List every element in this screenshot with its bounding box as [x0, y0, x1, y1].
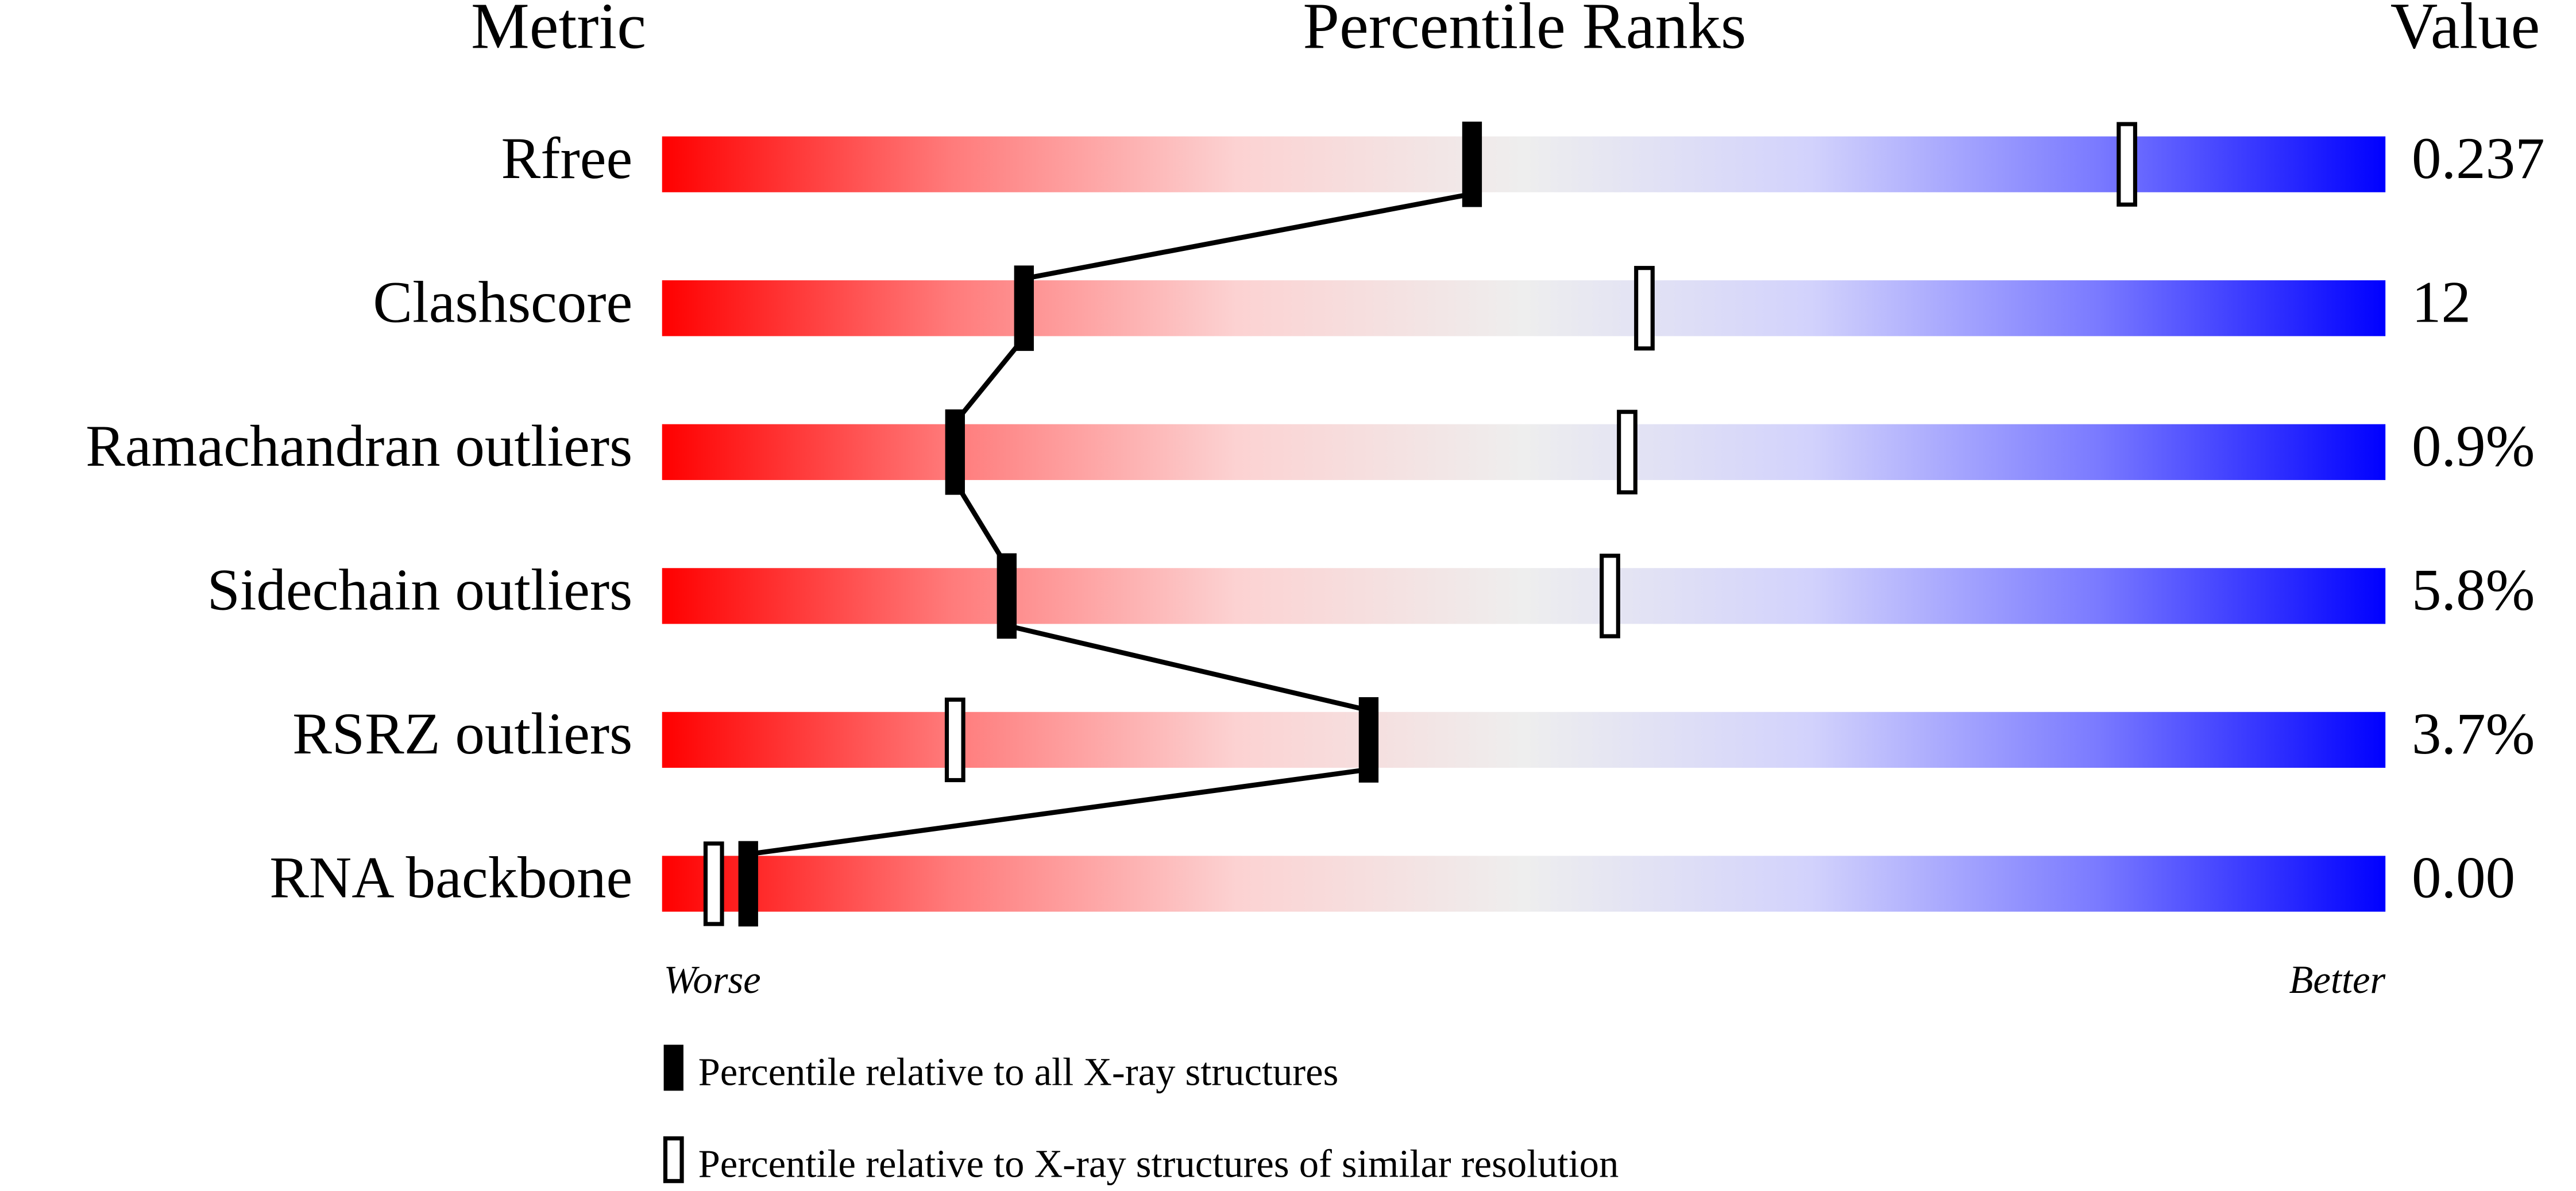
marker-all: [1358, 697, 1379, 783]
metric-value: 12: [2412, 269, 2471, 335]
connector-line: [1006, 623, 1369, 713]
metric-value: 0.9%: [2412, 413, 2535, 479]
connector-line: [953, 480, 1009, 568]
metric-label: RNA backbone: [269, 845, 632, 911]
connector-line: [953, 336, 1026, 424]
metric-value: 3.7%: [2412, 701, 2535, 767]
legend-swatch-all: [663, 1045, 683, 1091]
header-value: Value: [2390, 0, 2540, 63]
marker-all: [1462, 121, 1482, 207]
percentile-bar: [662, 711, 2386, 768]
metric-label: Rfree: [501, 126, 633, 191]
legend-label: Percentile relative to all X-ray structu…: [698, 1050, 1339, 1093]
percentile-bar: [662, 856, 2386, 912]
metric-value: 0.00: [2412, 845, 2515, 911]
percentile-bar: [662, 280, 2386, 337]
percentile-bar: [662, 568, 2386, 624]
header-metric: Metric: [471, 0, 646, 63]
marker-similar: [1600, 554, 1620, 639]
marker-similar: [703, 841, 724, 926]
metric-label: Clashscore: [373, 269, 632, 335]
legend-label: Percentile relative to X-ray structures …: [698, 1142, 1619, 1186]
marker-all: [1014, 265, 1034, 351]
marker-similar: [944, 697, 965, 783]
marker-similar: [1617, 409, 1637, 494]
marker-similar: [2117, 122, 2138, 207]
legend-swatch-similar: [663, 1136, 684, 1184]
metric-label: RSRZ outliers: [292, 701, 632, 767]
marker-similar: [1634, 266, 1655, 351]
axis-label-better: Better: [2289, 958, 2386, 1001]
connector-line: [1024, 191, 1473, 281]
axis-label-worse: Worse: [664, 958, 761, 1001]
marker-all: [997, 553, 1017, 639]
connector-line: [748, 767, 1369, 857]
metric-label: Sidechain outliers: [207, 557, 633, 622]
metric-value: 5.8%: [2412, 557, 2535, 622]
metric-label: Ramachandran outliers: [86, 413, 632, 479]
marker-all: [738, 841, 758, 927]
marker-all: [945, 409, 965, 495]
percentile-bar: [662, 424, 2386, 480]
header-percentile: Percentile Ranks: [1303, 0, 1746, 63]
percentile-bar: [662, 136, 2386, 192]
metric-value: 0.237: [2412, 126, 2545, 191]
